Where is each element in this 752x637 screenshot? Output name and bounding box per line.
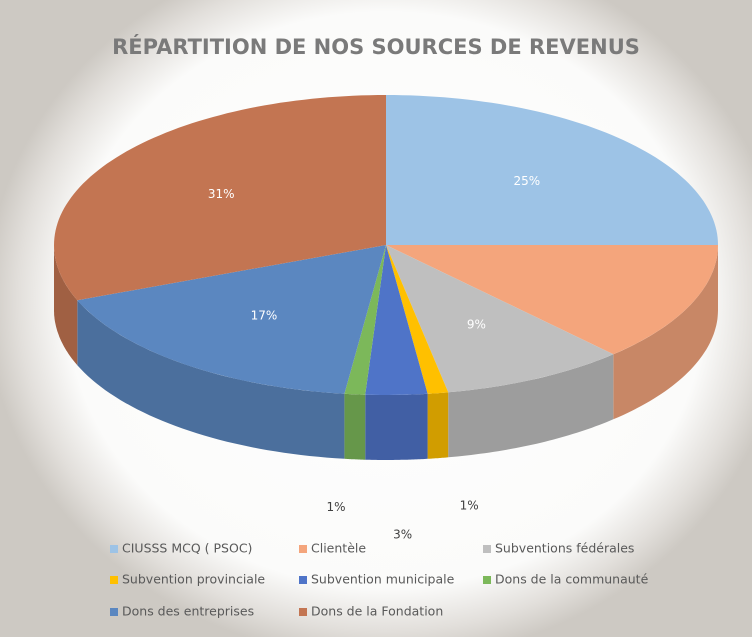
slice-side — [427, 392, 449, 459]
slice-side — [54, 245, 78, 366]
data-label: 25% — [514, 174, 541, 188]
data-label: 1% — [460, 499, 479, 513]
legend-swatch — [110, 545, 118, 553]
slice — [344, 245, 386, 395]
slice — [386, 245, 718, 355]
chart-title: RÉPARTITION DE NOS SOURCES DE REVENUS — [112, 34, 640, 59]
data-label: 3% — [393, 527, 412, 541]
slice-side — [344, 393, 366, 460]
legend-label: Dons de la Fondation — [311, 604, 443, 619]
legend-swatch — [483, 545, 491, 553]
legend-label: Subventions fédérales — [495, 541, 634, 556]
slice-side — [77, 300, 345, 459]
legend-swatch — [483, 576, 491, 584]
data-label: 9% — [467, 318, 486, 332]
slice — [386, 245, 614, 393]
slice — [386, 95, 718, 245]
data-label: 17% — [251, 309, 278, 323]
legend-swatch — [299, 545, 307, 553]
slice-side — [365, 393, 428, 460]
data-label: 31% — [208, 187, 235, 201]
legend-label: Dons de la communauté — [495, 572, 649, 587]
data-label: 1% — [326, 500, 345, 514]
slice — [54, 95, 386, 301]
legend-swatch — [110, 576, 118, 584]
legend-label: Clientèle — [311, 541, 366, 556]
legend-label: CIUSSS MCQ ( PSOC) — [122, 541, 252, 556]
slice — [77, 245, 387, 394]
slice — [386, 245, 449, 394]
legend-swatch — [299, 576, 307, 584]
legend-label: Subvention provinciale — [122, 572, 265, 587]
legend-label: Dons des entreprises — [122, 604, 254, 619]
legend-swatch — [299, 608, 307, 616]
legend-swatch — [110, 608, 118, 616]
legend-label: Subvention municipale — [311, 572, 455, 587]
slice-side — [448, 354, 614, 458]
slice-side — [613, 245, 718, 420]
slice — [365, 245, 428, 395]
